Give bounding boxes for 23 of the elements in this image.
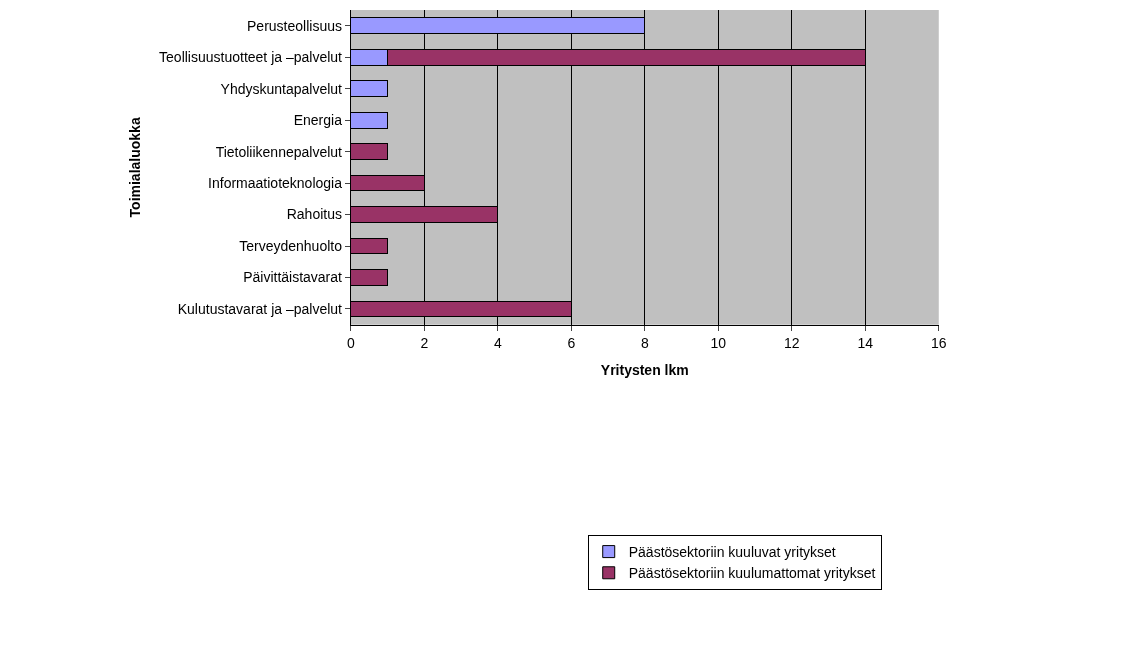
y-tick-label: Yhdyskuntapalvelut — [220, 80, 343, 97]
x-tick-label: 10 — [710, 334, 727, 351]
y-tick-label: Rahoitus — [286, 206, 342, 223]
y-tick-label: Kulutustavarat ja –palvelut — [177, 300, 343, 317]
x-tick-label: 12 — [783, 334, 800, 351]
y-tick-label: Teollisuustuotteet ja –palvelut — [159, 49, 343, 66]
x-axis-title: Yritysten lkm — [600, 361, 689, 378]
y-tick-label: Informaatioteknologia — [208, 175, 343, 191]
x-tick-label: 14 — [857, 334, 874, 351]
x-tick-label: 4 — [493, 334, 502, 351]
x-tick-label: 16 — [930, 334, 947, 351]
y-tick-label: Tietoliikennepalvelut — [215, 143, 343, 160]
legend-label: Päästösektoriin kuulumattomat yritykset — [628, 565, 876, 582]
y-axis-title: Toimialaluokka — [126, 117, 143, 218]
y-tick-label: Päivittäistavarat — [243, 269, 343, 286]
x-tick-label: 0 — [346, 334, 355, 351]
x-tick-label: 2 — [420, 334, 429, 351]
y-tick-label: Terveydenhuolto — [239, 237, 343, 254]
y-tick-label: Energia — [293, 112, 343, 129]
legend-label: Päästösektoriin kuuluvat yritykset — [628, 544, 836, 561]
y-tick-label: Perusteollisuus — [247, 17, 342, 34]
x-tick-label: 6 — [567, 334, 576, 351]
x-tick-label: 8 — [640, 334, 649, 351]
